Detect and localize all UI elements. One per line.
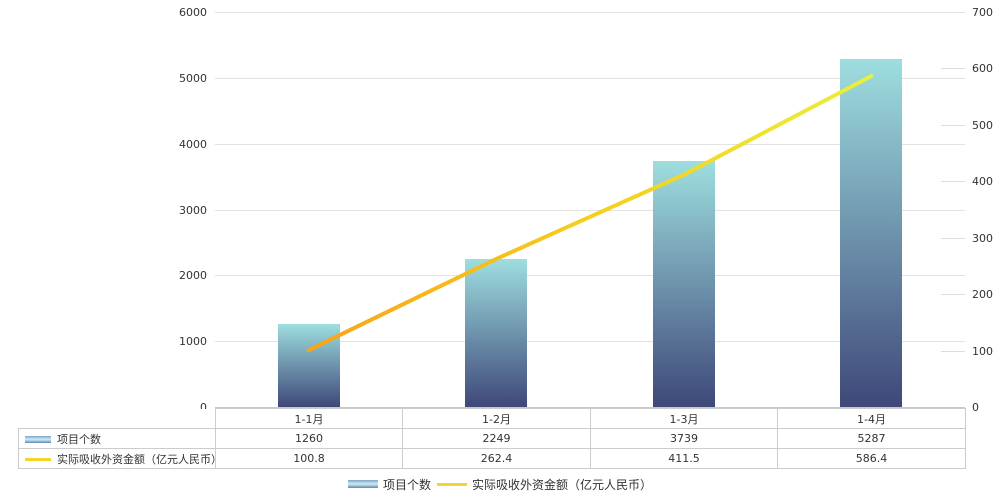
table-value-cell: 5287 — [777, 428, 966, 449]
table-series-label: 实际吸收外资金额（亿元人民币） — [57, 452, 216, 466]
bar-1-1月[interactable] — [277, 324, 340, 407]
right-axis-tick — [941, 68, 965, 70]
table-value-cell: 1260 — [215, 428, 403, 449]
bar-1-4月[interactable] — [840, 58, 903, 407]
gridline — [215, 209, 965, 211]
table-series-label-cell: 项目个数 — [18, 428, 216, 449]
table-corner-cell — [18, 408, 216, 429]
gridline — [215, 77, 965, 79]
gridline — [215, 341, 965, 343]
right-axis-tick-label: 600 — [972, 62, 993, 76]
data-table: 1-1月 1-2月 1-3月 1-4月项目个数 1260 2249 3739 5287 实际吸收… — [18, 408, 966, 469]
table-category-cell: 1-2月 — [402, 408, 591, 429]
table-category-cell: 1-4月 — [777, 408, 966, 429]
left-axis-tick-label: 1000 — [179, 335, 207, 349]
table-value-cell: 100.8 — [215, 448, 403, 469]
legend-item-line-series[interactable]: 实际吸收外资金额（亿元人民币） — [437, 476, 652, 493]
right-axis-tick — [941, 124, 965, 126]
left-axis-tick-label: 5000 — [179, 71, 207, 85]
table-category-cell: 1-1月 — [215, 408, 403, 429]
right-axis-tick — [941, 294, 965, 296]
legend-item-bar-series[interactable]: 项目个数 — [347, 476, 431, 493]
table-series-label: 项目个数 — [57, 432, 101, 446]
bar-1-3月[interactable] — [652, 160, 715, 407]
right-axis-tick — [941, 350, 965, 352]
left-axis-tick-label: 4000 — [179, 137, 207, 151]
line-series-layer — [306, 74, 874, 353]
chart-legend: 项目个数 实际吸收外资金额（亿元人民币） — [0, 474, 1000, 494]
legend-label-bar-series: 项目个数 — [382, 477, 431, 492]
table-value-cell: 3739 — [590, 428, 778, 449]
right-axis-tick-label: 100 — [972, 344, 993, 358]
bar-swatch-icon — [25, 436, 51, 443]
right-axis-tick-label: 700 — [972, 6, 993, 19]
plot-area: 0 1000 2000 3000 4000 5000 6000 0 100 200 300 400 50… — [179, 6, 993, 414]
x-axis-line — [215, 407, 965, 408]
table-value-cell: 411.5 — [590, 448, 778, 469]
gridline — [215, 275, 965, 277]
gridline — [215, 12, 965, 13]
line-swatch-icon — [25, 458, 51, 461]
table-value-cell: 586.4 — [777, 448, 966, 469]
legend-label-line-series: 实际吸收外资金额（亿元人民币） — [472, 477, 653, 492]
left-axis-tick-label: 6000 — [179, 6, 207, 19]
table-series-label-cell: 实际吸收外资金额（亿元人民币） — [18, 448, 216, 469]
left-axis-tick-label: 2000 — [179, 269, 207, 283]
line-series[interactable] — [306, 74, 874, 353]
gridline — [215, 143, 965, 145]
left-axis-tick-label: 0 — [200, 401, 207, 414]
bar-swatch-icon — [347, 480, 378, 488]
line-swatch-icon — [437, 482, 467, 486]
right-axis-tick-label: 500 — [972, 118, 993, 132]
right-axis-tick-label: 0 — [972, 401, 979, 414]
table-value-cell: 262.4 — [402, 448, 591, 469]
right-axis-tick — [941, 237, 965, 239]
right-axis-tick-label: 400 — [972, 175, 993, 189]
right-axis-tick-label: 200 — [972, 288, 993, 302]
table-value-cell: 2249 — [402, 428, 591, 449]
right-axis-tick-label: 300 — [972, 231, 993, 245]
left-axis-tick-label: 3000 — [179, 203, 207, 217]
bar-1-2月[interactable] — [465, 258, 528, 407]
right-axis-tick — [941, 181, 965, 183]
table-category-cell: 1-3月 — [590, 408, 778, 429]
